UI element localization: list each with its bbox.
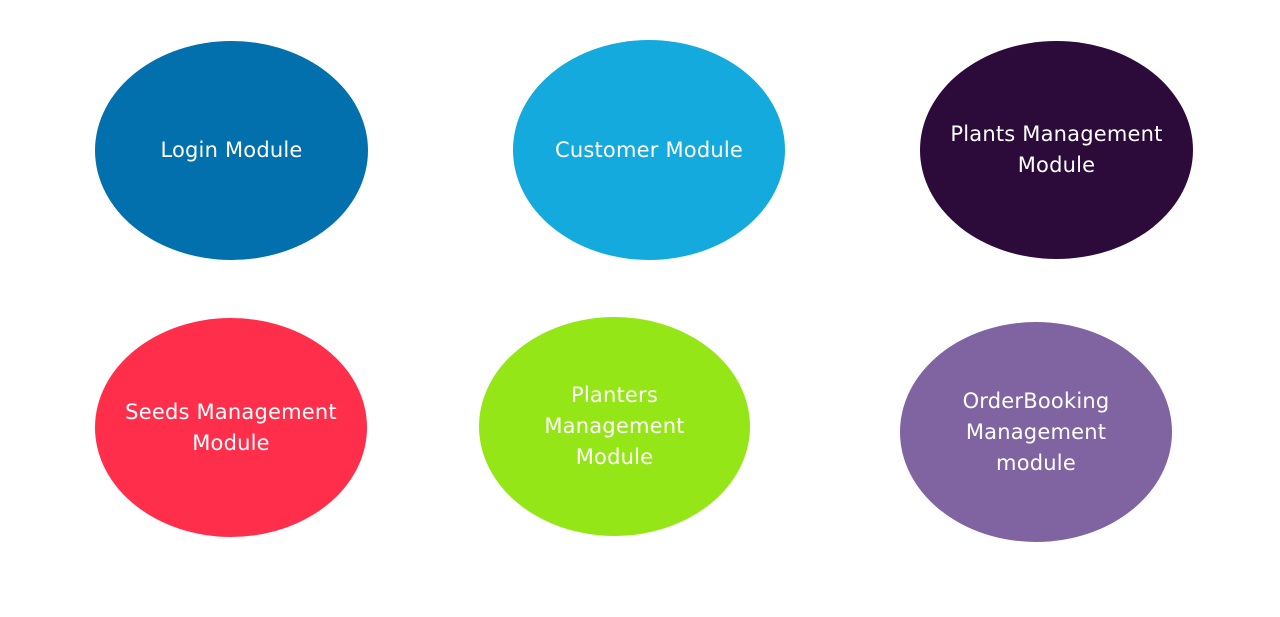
plants-management-module-label: Plants Management Module: [950, 122, 1163, 177]
planters-management-module-node: Planters Management Module: [479, 317, 750, 536]
plants-management-module-node: Plants Management Module: [920, 41, 1193, 259]
customer-module-label: Customer Module: [554, 137, 744, 162]
planters-management-module-label: Planters Management Module: [544, 383, 685, 469]
orderbooking-management-module-node: OrderBooking Management module: [900, 322, 1172, 542]
login-module-label: Login Module: [160, 138, 303, 162]
orderbooking-management-module-label: OrderBooking Management module: [962, 388, 1110, 475]
login-module-node: Login Module: [95, 41, 368, 260]
seeds-management-module-label: Seeds Management Module: [125, 399, 337, 455]
seeds-management-module-node: Seeds Management Module: [95, 318, 367, 537]
customer-module-node: Customer Module: [513, 40, 785, 260]
